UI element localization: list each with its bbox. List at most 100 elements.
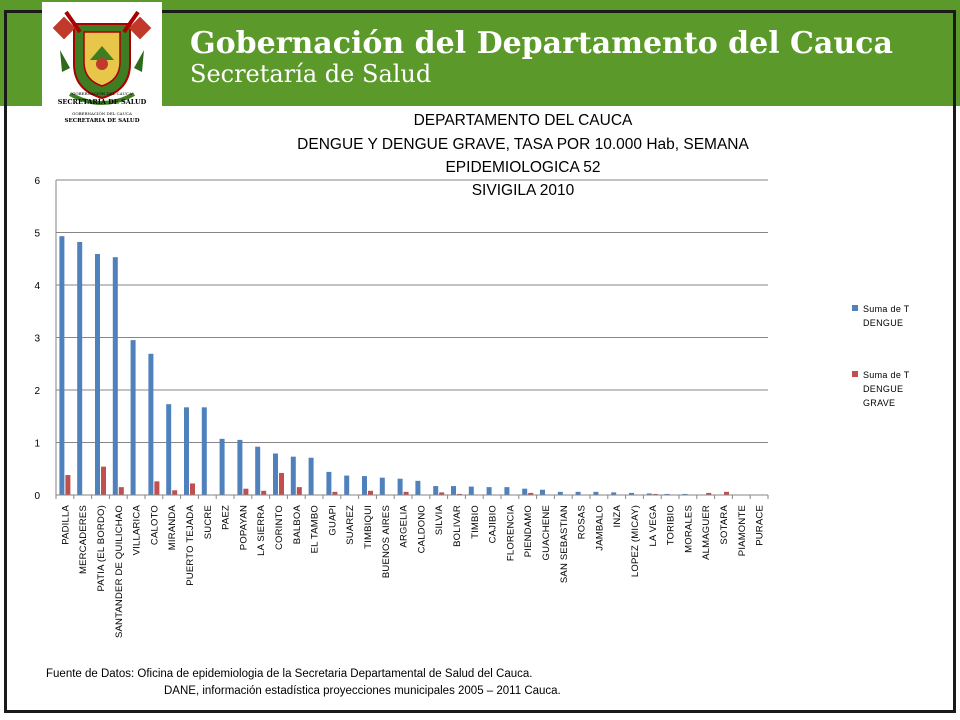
source-line-1: Fuente de Datos: Oficina de epidemiologi… bbox=[46, 668, 533, 680]
bar-dengue bbox=[646, 493, 652, 495]
x-tick-label: BUENOS AIRES bbox=[381, 505, 392, 578]
x-tick-label: MIRANDA bbox=[167, 505, 178, 551]
x-tick-label: BOLIVAR bbox=[452, 505, 463, 547]
bar-dengue bbox=[255, 446, 261, 495]
x-tick-label: GUACHENE bbox=[541, 505, 552, 560]
x-tick-label: MORALES bbox=[683, 505, 694, 553]
bar-dengue-grave bbox=[332, 491, 338, 495]
bar-dengue bbox=[344, 475, 350, 495]
x-tick-label: LOPEZ (MICAY) bbox=[630, 505, 641, 577]
x-tick-label: CORINTO bbox=[274, 505, 285, 550]
bar-dengue bbox=[379, 477, 385, 495]
x-tick-label: TIMBIQUI bbox=[363, 505, 374, 549]
bar-dengue bbox=[95, 254, 100, 495]
chart-title-line-1: DEPARTAMENTO DEL CAUCA bbox=[413, 112, 633, 129]
x-tick-label: SOTARA bbox=[719, 505, 730, 545]
legend-label-dengue: Suma de T bbox=[863, 304, 910, 314]
x-tick-label: LA VEGA bbox=[648, 505, 659, 547]
bar-dengue bbox=[130, 340, 136, 495]
legend-swatch-dengue bbox=[852, 305, 858, 311]
y-tick-label: 5 bbox=[34, 229, 40, 240]
x-tick-label: PIENDAMO bbox=[523, 505, 534, 557]
bar-dengue-grave bbox=[706, 492, 712, 495]
logo-caption-bottom-small: GOBERNACIÓN DEL CAUCA bbox=[72, 111, 132, 116]
header-title: Gobernación del Departamento del Cauca bbox=[190, 26, 893, 61]
legend-label-dengue: DENGUE bbox=[863, 318, 903, 328]
bar-dengue bbox=[664, 493, 670, 495]
bar-dengue bbox=[237, 439, 243, 495]
x-tick-label: ROSAS bbox=[577, 505, 588, 539]
x-tick-label: MERCADERES bbox=[78, 505, 89, 574]
x-tick-label: CALOTO bbox=[149, 505, 160, 545]
x-tick-label: GUAPI bbox=[327, 505, 338, 536]
x-tick-label: SAN SEBASTIAN bbox=[559, 505, 570, 583]
y-tick-label: 6 bbox=[34, 176, 40, 187]
x-tick-label: PAEZ bbox=[221, 505, 232, 530]
bar-dengue-grave bbox=[261, 490, 267, 495]
chart-title-line-4: SIVIGILA 2010 bbox=[471, 182, 575, 199]
bar-dengue-grave bbox=[457, 493, 462, 495]
bar-dengue-grave bbox=[439, 492, 445, 495]
bar-dengue bbox=[308, 457, 314, 495]
x-tick-label: TORIBIO bbox=[666, 505, 677, 545]
x-tick-label: BALBOA bbox=[292, 505, 303, 545]
bar-dengue bbox=[504, 487, 510, 495]
legend-label-dengue-grave: Suma de T bbox=[863, 370, 910, 380]
bar-dengue-grave bbox=[243, 488, 249, 495]
x-tick-label: ALMAGUER bbox=[701, 505, 712, 560]
bar-dengue bbox=[166, 404, 172, 495]
bar-dengue-grave bbox=[724, 491, 729, 495]
bar-dengue-grave bbox=[154, 481, 160, 495]
bar-dengue-grave bbox=[279, 472, 284, 495]
coat-of-arms-logo: GOBERNACIÓN DEL CAUCA SECRETARÍA DE SALU… bbox=[42, 2, 162, 128]
bar-dengue-grave bbox=[652, 493, 658, 495]
x-tick-label: PURACE bbox=[755, 505, 766, 546]
x-tick-label: SUCRE bbox=[203, 505, 214, 539]
bar-dengue bbox=[451, 486, 456, 495]
bar-dengue bbox=[77, 241, 83, 495]
bar-dengue bbox=[184, 407, 189, 495]
x-tick-label: CALDONO bbox=[416, 505, 427, 553]
logo-caption-bottom: SECRETARIA DE SALUD bbox=[65, 118, 140, 124]
x-tick-label: PADILLA bbox=[60, 505, 71, 545]
legend-label-dengue-grave: DENGUE bbox=[863, 384, 903, 394]
bar-dengue bbox=[593, 491, 599, 495]
x-tick-label: PUERTO TEJADA bbox=[185, 505, 196, 586]
bar-dengue bbox=[219, 438, 225, 495]
x-tick-label: PATIA (EL BORDO) bbox=[96, 505, 107, 591]
bar-dengue bbox=[201, 407, 207, 495]
bar-dengue bbox=[629, 492, 634, 495]
bar-dengue bbox=[397, 478, 403, 495]
bar-dengue bbox=[486, 487, 492, 495]
bar-dengue-grave bbox=[118, 487, 124, 495]
bar-dengue bbox=[540, 489, 545, 495]
bar-dengue bbox=[362, 476, 367, 495]
bar-dengue bbox=[290, 456, 296, 495]
legend-swatch-dengue-grave bbox=[852, 371, 858, 377]
bar-dengue-grave bbox=[190, 483, 195, 495]
legend-label-dengue-grave: GRAVE bbox=[863, 398, 895, 408]
bar-dengue bbox=[112, 257, 118, 495]
x-tick-label: INZA bbox=[612, 505, 623, 528]
bar-dengue-grave bbox=[65, 475, 71, 495]
x-tick-label: SILVIA bbox=[434, 505, 445, 536]
y-tick-label: 0 bbox=[34, 491, 40, 502]
bar-dengue bbox=[557, 491, 563, 495]
bar-dengue bbox=[522, 488, 528, 495]
chart-title-line-3: EPIDEMIOLOGICA 52 bbox=[445, 159, 601, 176]
x-tick-label: LA SIERRA bbox=[256, 505, 267, 556]
y-tick-label: 1 bbox=[34, 439, 40, 450]
slide-frame bbox=[4, 10, 956, 713]
bar-dengue bbox=[468, 486, 474, 495]
bar-dengue bbox=[682, 493, 688, 495]
x-tick-label: SUAREZ bbox=[345, 505, 356, 545]
x-tick-label: SANTANDER DE QUILICHAO bbox=[114, 505, 125, 638]
y-tick-label: 4 bbox=[34, 281, 40, 292]
bar-dengue bbox=[326, 471, 332, 495]
bar-dengue bbox=[148, 353, 154, 495]
bar-dengue bbox=[59, 236, 65, 496]
bar-dengue-grave bbox=[368, 490, 373, 495]
bar-dengue-grave bbox=[528, 492, 534, 495]
bar-dengue-grave bbox=[101, 466, 106, 495]
